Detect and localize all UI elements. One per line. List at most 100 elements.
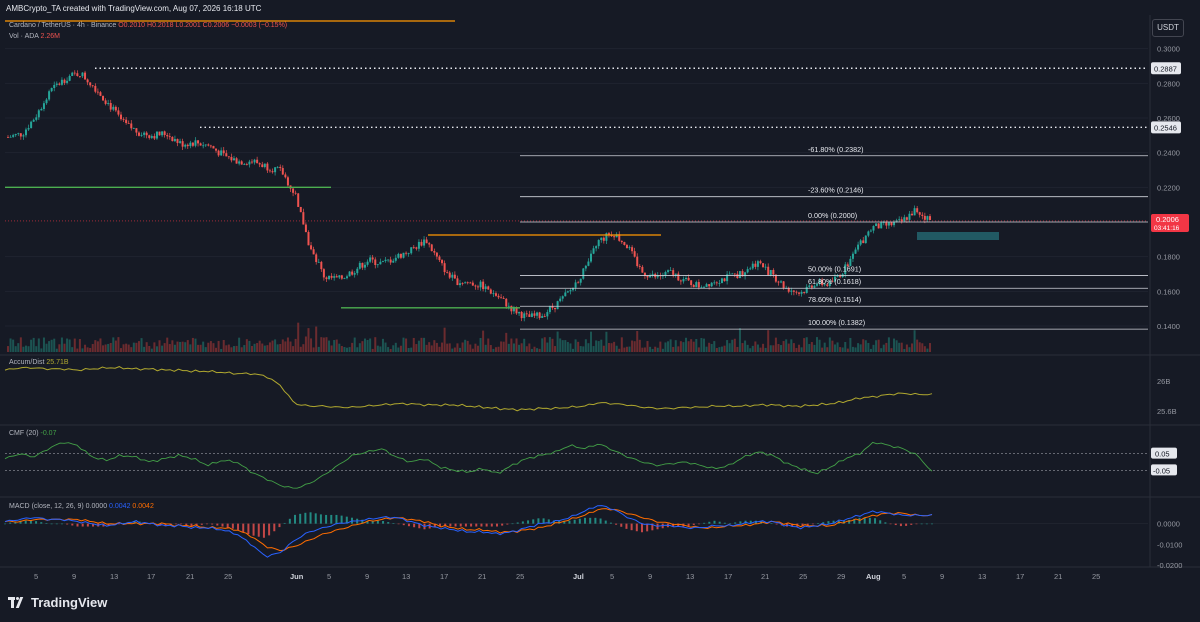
volume-bar [507, 343, 510, 352]
candle-body [78, 76, 81, 77]
candle-body [76, 73, 79, 77]
macd-histogram-bar [578, 518, 581, 524]
candle-body [620, 240, 623, 243]
candle-body [17, 133, 20, 135]
symbol-legend[interactable]: Cardano / TetherUS · 4h · Binance O0.201… [9, 22, 287, 29]
candle-body [68, 76, 71, 81]
volume-bar [405, 338, 408, 352]
macd-histogram-bar [920, 523, 923, 525]
volume-bar [415, 344, 418, 352]
volume-bar [898, 342, 901, 352]
candle-body [569, 290, 572, 292]
volume-bar [243, 345, 246, 352]
volume-bar [71, 347, 74, 352]
candle-body [7, 137, 9, 138]
volume-bar [127, 344, 130, 352]
volume-bar [464, 339, 467, 352]
volume-bar [672, 346, 675, 352]
macd-histogram-bar [475, 523, 478, 527]
volume-bar [859, 344, 862, 352]
volume-bar [304, 336, 307, 352]
candle-body [561, 296, 564, 299]
volume-bar [561, 340, 564, 352]
macd-histogram-bar [387, 522, 390, 524]
volume-value: 2.26M [40, 33, 60, 40]
candle-body [32, 119, 35, 122]
volume-bar [89, 347, 92, 352]
candle-body [813, 285, 816, 288]
candle-body [381, 261, 384, 262]
macd-histogram-bar [604, 520, 607, 524]
candle-body [690, 280, 693, 286]
time-axis-label: 5 [327, 572, 331, 581]
volume-bar [628, 346, 631, 352]
fib-label: -61.80% (0.2382) [808, 145, 864, 154]
volume-bar [107, 343, 110, 352]
volume-bar [263, 345, 266, 352]
volume-bar [17, 343, 20, 352]
volume-bar [923, 346, 926, 352]
volume-bar [407, 348, 410, 352]
candle-body [733, 273, 736, 275]
volume-bar [328, 340, 331, 352]
volume-bar [114, 340, 117, 352]
candle-body [248, 161, 251, 165]
volume-bar [24, 345, 27, 352]
candle-body [256, 159, 259, 164]
candle-body [274, 167, 277, 173]
volume-bar [679, 341, 682, 352]
volume-bar [756, 344, 759, 352]
cmf-legend[interactable]: CMF (20) -0.07 [9, 430, 56, 437]
candle-body [541, 316, 544, 318]
macd-histogram-bar [599, 518, 602, 524]
currency-button[interactable]: USDT [1152, 19, 1184, 37]
candle-body [559, 298, 562, 302]
macd-histogram-bar [92, 523, 95, 527]
countdown-label: 03:41:16 [1154, 225, 1180, 232]
candle-body [695, 282, 698, 288]
volume-bar [715, 348, 718, 352]
candle-body [73, 72, 76, 74]
volume-bar [60, 337, 63, 352]
candle-body [710, 282, 713, 287]
volume-bar [235, 345, 238, 352]
macd-histogram-bar [672, 523, 675, 527]
candles-group [7, 70, 931, 322]
macd-histogram-bar [915, 523, 918, 525]
current-price-label: 0.2006 [1156, 215, 1179, 224]
volume-bar [769, 345, 772, 352]
macd-histogram-bar [449, 523, 452, 527]
candle-body [155, 131, 158, 139]
candle-body [880, 222, 883, 229]
candle-body [107, 103, 110, 104]
candle-body [515, 307, 518, 314]
candle-body [153, 136, 156, 139]
volume-bar [546, 342, 549, 352]
macd-histogram-bar [273, 523, 276, 532]
volume-bar [833, 344, 836, 352]
accum-dist-legend[interactable]: Accum/Dist 25.71B [9, 359, 69, 366]
candle-body [767, 266, 770, 275]
candle-body [268, 170, 271, 172]
macd-histogram-bar [589, 517, 592, 524]
volume-bar [158, 340, 161, 352]
candle-body [310, 245, 313, 250]
volume-bar [916, 339, 919, 352]
tradingview-logo[interactable]: TradingView [8, 595, 107, 610]
candle-body [86, 79, 89, 83]
volume-bar [618, 348, 621, 352]
volume-bar [764, 347, 767, 352]
macd-histogram-bar [708, 521, 711, 524]
macd-legend[interactable]: MACD (close, 12, 26, 9) 0.0000 0.0042 0.… [9, 503, 154, 510]
volume-legend[interactable]: Vol · ADA 2.26M [9, 33, 60, 40]
macd-histogram-bar [190, 523, 193, 527]
volume-bar [356, 347, 359, 352]
volume-label: Vol · ADA [9, 33, 39, 40]
volume-bar [587, 343, 590, 352]
candle-body [708, 284, 711, 287]
volume-bar [286, 337, 289, 352]
volume-bar [271, 340, 274, 352]
candle-body [911, 213, 914, 216]
volume-bar [209, 341, 212, 352]
